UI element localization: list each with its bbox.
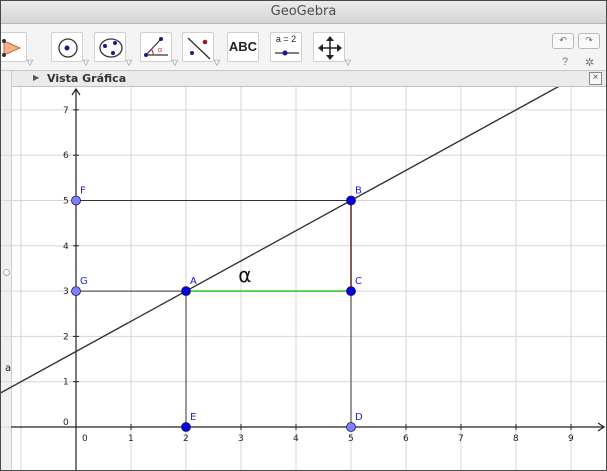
- graphics-view[interactable]: 0 1 2 3 4 5 6 7 8 9 0 1 2 3 4 5 6 7 a α A B C D E F G: [1, 87, 606, 471]
- view-title: Vista Gráfica: [47, 72, 127, 85]
- point-label-A: A: [190, 276, 197, 287]
- toolbar: ▽ ▽ ▽ α ▽: [1, 24, 606, 71]
- window-title: GeoGebra: [270, 4, 337, 19]
- chevron-down-icon: ▽: [171, 58, 178, 67]
- collapse-triangle-icon[interactable]: ▶: [33, 73, 40, 82]
- x-tick-label: 8: [513, 434, 519, 444]
- gear-icon[interactable]: ✲: [585, 57, 595, 69]
- redo-button[interactable]: ↷: [578, 33, 600, 49]
- point-label-D: D: [355, 412, 363, 423]
- y-tick-label: 1: [63, 378, 69, 388]
- point-C[interactable]: [346, 286, 356, 297]
- x-tick-label: 4: [293, 434, 299, 444]
- x-tick-label: 1: [128, 434, 134, 444]
- redo-icon: ↷: [585, 35, 593, 45]
- angle-icon: α: [144, 37, 168, 57]
- close-icon[interactable]: ×: [589, 72, 602, 85]
- undo-icon: ↶: [559, 35, 567, 45]
- point-A[interactable]: [181, 286, 191, 297]
- undo-button[interactable]: ↶: [552, 33, 574, 49]
- x-tick-label: 9: [568, 434, 574, 444]
- graphics-view-header: ▶ Vista Gráfica ×: [1, 71, 606, 87]
- y-tick-label: 3: [63, 287, 69, 297]
- point-label-C: C: [355, 276, 362, 287]
- y-tick-label: 7: [63, 106, 69, 116]
- slider-icon: [275, 50, 299, 56]
- slider-tool-label: a = 2: [275, 34, 297, 44]
- slider-tool-button[interactable]: a = 2: [270, 32, 302, 62]
- point-B[interactable]: [346, 195, 356, 206]
- y-tick-label: 4: [63, 242, 69, 252]
- reflect-tool-button[interactable]: ▽: [182, 32, 220, 67]
- x-axis-arrow-icon: [597, 422, 606, 432]
- reflect-line-icon: [187, 37, 211, 60]
- point-label-F: F: [80, 186, 86, 197]
- angle-alpha-label: α: [238, 263, 251, 287]
- y-tick-label: 2: [63, 332, 69, 342]
- circle-tool-button[interactable]: ▽: [94, 32, 132, 67]
- point-F[interactable]: [71, 195, 81, 206]
- point-tool-button[interactable]: ▽: [51, 32, 89, 67]
- chevron-down-icon: ▽: [344, 58, 351, 67]
- move-view-tool-button[interactable]: ▽: [313, 32, 351, 67]
- point-label-G: G: [80, 276, 88, 287]
- x-tick-label: 2: [183, 434, 189, 444]
- point-E[interactable]: [181, 422, 191, 432]
- chevron-down-icon: ▽: [82, 58, 89, 67]
- move-tool-button[interactable]: ▽: [1, 32, 33, 67]
- point-label-E: E: [190, 412, 196, 423]
- point-icon: [58, 38, 78, 58]
- chevron-down-icon: ▽: [125, 58, 132, 67]
- svg-text:α: α: [158, 47, 162, 54]
- point-D[interactable]: [346, 422, 356, 432]
- x-tick-label: 3: [238, 434, 244, 444]
- y-axis-arrow-icon: [71, 87, 81, 96]
- title-bar[interactable]: GeoGebra: [1, 1, 606, 24]
- splitter-grip-icon[interactable]: [3, 269, 10, 276]
- chevron-down-icon: ▽: [26, 58, 33, 67]
- x-tick-label: 6: [403, 434, 409, 444]
- y-tick-label: 0: [63, 418, 69, 428]
- move-arrow-icon: [2, 39, 22, 57]
- angle-tool-button[interactable]: α ▽: [140, 32, 178, 67]
- point-G[interactable]: [71, 286, 81, 297]
- circle-icon: [99, 38, 123, 58]
- x-tick-label: 5: [348, 434, 354, 444]
- x-tick-label: 0: [82, 434, 88, 444]
- text-tool-button[interactable]: ABC: [227, 32, 259, 62]
- line-a-label: a: [5, 363, 11, 374]
- y-tick-label: 5: [63, 197, 69, 207]
- chevron-down-icon: ▽: [213, 58, 220, 67]
- help-button[interactable]: ?: [562, 56, 569, 68]
- x-tick-label: 7: [458, 434, 464, 444]
- left-splitter[interactable]: [1, 71, 12, 470]
- move-graphics-icon: [318, 36, 342, 60]
- y-tick-label: 6: [63, 151, 69, 161]
- line-a[interactable]: [1, 87, 606, 412]
- point-label-B: B: [355, 186, 362, 197]
